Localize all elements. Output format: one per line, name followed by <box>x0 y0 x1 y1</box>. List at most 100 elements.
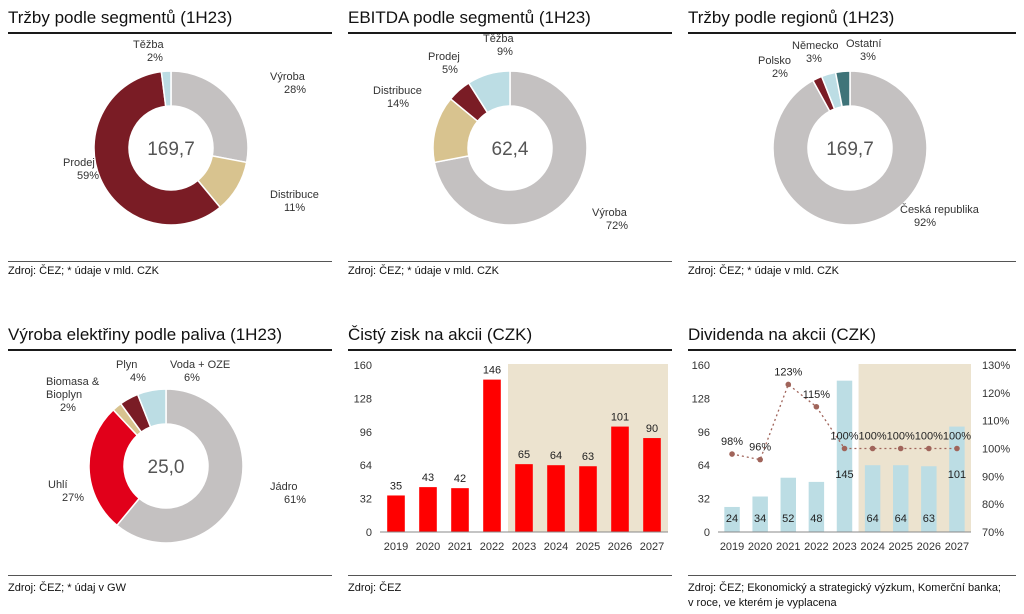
slice-label-ostatni: Ostatní <box>846 38 881 50</box>
bar-value-label-2022: 48 <box>810 513 822 525</box>
bar-2020 <box>752 496 768 532</box>
y-tick-label: 32 <box>698 494 710 506</box>
donut-center-label: 169,7 <box>147 139 195 160</box>
y2-tick-label: 70% <box>982 527 1004 539</box>
chart-title: Dividenda na akcii (CZK) <box>688 325 877 344</box>
payout-point-2025 <box>897 445 904 452</box>
chart-panel-electricity-fuel: Výroba elektřiny podle paliva (1H23) Jád… <box>8 325 332 610</box>
y2-tick-label: 90% <box>982 471 1004 483</box>
chart-title: Čistý zisk na akcii (CZK) <box>348 325 533 344</box>
slice-label-uhli: Uhlí <box>48 479 68 491</box>
x-tick-label-2027: 2027 <box>640 541 664 553</box>
y-tick-label: 160 <box>354 360 372 372</box>
x-tick-label-2025: 2025 <box>576 541 600 553</box>
slice-percent-tezba: 2% <box>147 52 163 64</box>
y2-tick-label: 80% <box>982 499 1004 511</box>
bar-2023 <box>836 380 853 532</box>
y-tick-label: 0 <box>366 527 372 539</box>
chart-title: EBITDA podle segmentů (1H23) <box>348 8 591 27</box>
y-tick-label: 160 <box>692 360 710 372</box>
chart-panel-dividend: Dividenda na akcii (CZK) 0 32 64 96 128 160 24… <box>688 325 1016 614</box>
bar-2026 <box>921 466 937 532</box>
bar-2026 <box>611 426 629 532</box>
payout-point-2024 <box>869 445 876 452</box>
slice-vyroba <box>433 70 588 226</box>
bar-2024 <box>864 465 881 532</box>
slice-prodej <box>93 70 222 226</box>
slice-label-distribuce: Distribuce <box>270 189 319 201</box>
bar-value-label-2024: 64 <box>866 513 878 525</box>
bar-chart: 0 32 64 96 128 160 35 2019 43 2020 42 2021 146 2022 65… <box>354 360 668 553</box>
bar-2020 <box>419 487 437 532</box>
chart-title: Tržby podle regionů (1H23) <box>688 8 895 27</box>
donut-center-label: 25,0 <box>148 457 185 478</box>
x-tick-label-2024: 2024 <box>544 541 568 553</box>
slice-label-tezba: Těžba <box>483 33 514 45</box>
y2-tick-label: 120% <box>982 388 1010 400</box>
y-tick-label: 96 <box>698 427 710 439</box>
slice-ostatni <box>834 70 851 108</box>
slice-label-biomasa-bioplyn: Biomasa & <box>46 376 100 388</box>
bar-value-label-2023: 65 <box>518 449 530 461</box>
title-rule <box>688 32 1016 34</box>
title-rule <box>348 349 672 351</box>
chart-source: Zdroj: ČEZ <box>348 582 402 594</box>
y2-tick-label: 100% <box>982 444 1010 456</box>
chart-panel-eps: Čistý zisk na akcii (CZK) 0 32 64 96 128 160 3… <box>348 325 672 610</box>
x-tick-label-2019: 2019 <box>384 541 408 553</box>
chart-source: Zdroj: ČEZ; * údaje v mld. CZK <box>8 265 159 277</box>
payout-label-2021: 123% <box>774 366 802 378</box>
payout-point-2022 <box>813 403 820 410</box>
slice-label-polsko: Polsko <box>758 55 791 67</box>
x-tick-label-2022: 2022 <box>480 541 504 553</box>
slice-percent-polsko: 2% <box>772 68 788 80</box>
y-tick-label: 0 <box>704 527 710 539</box>
slice-percent-vyroba: 28% <box>284 84 306 96</box>
y-tick-label: 128 <box>354 393 372 405</box>
payout-point-2021 <box>785 381 792 388</box>
y-tick-label: 64 <box>698 460 710 472</box>
payout-label-2026: 100% <box>915 431 943 443</box>
x-tick-label-2023: 2023 <box>832 541 856 553</box>
chart-source: Zdroj: ČEZ; * údaje v mld. CZK <box>348 265 499 277</box>
bar-2022 <box>483 379 501 532</box>
slice-tezba <box>467 70 511 114</box>
bar-value-label-2025: 63 <box>582 451 594 463</box>
x-tick-label-2020: 2020 <box>748 541 772 553</box>
chart-panel-revenue-segments: Tržby podle segmentů (1H23) Výroba 28% Dis… <box>8 8 332 288</box>
bar-2019 <box>387 495 405 532</box>
x-tick-label-2026: 2026 <box>608 541 632 553</box>
bar-value-label-2020: 34 <box>754 513 766 525</box>
payout-point-2027 <box>954 445 960 452</box>
source-rule <box>348 575 672 576</box>
slice-percent-biomasa-bioplyn: 2% <box>60 402 76 414</box>
bar-2019 <box>724 506 740 532</box>
slice-percent-prodej: 59% <box>77 170 99 182</box>
payout-label-2019: 98% <box>721 436 743 448</box>
bar-value-label-2019: 35 <box>390 480 402 492</box>
bar-value-label-2020: 43 <box>422 472 434 484</box>
x-tick-label-2025: 2025 <box>888 541 912 553</box>
bar-2025 <box>579 466 597 532</box>
bar-2027 <box>643 438 661 532</box>
slice-percent-uhli: 27% <box>62 492 84 504</box>
payout-label-2024: 100% <box>859 431 887 443</box>
bar-value-label-2026: 63 <box>923 513 935 525</box>
x-tick-label-2024: 2024 <box>860 541 884 553</box>
source-rule <box>688 575 1016 576</box>
x-tick-label-2022: 2022 <box>804 541 828 553</box>
chart-source-note: v roce, ve kterém je vyplacena <box>688 597 837 609</box>
slice-vyroba <box>170 70 249 164</box>
slice-jadro <box>115 388 244 544</box>
bar-2024 <box>547 465 565 532</box>
slice-percent-distribuce: 14% <box>387 98 409 110</box>
y2-tick-label: 130% <box>982 360 1010 372</box>
chart-panel-revenue-regions: Tržby podle regionů (1H23) Česká republi… <box>688 8 1016 288</box>
source-rule <box>8 575 332 576</box>
chart-source: Zdroj: ČEZ; Ekonomický a strategický výz… <box>688 582 1001 594</box>
slice-percent-plyn: 4% <box>130 372 146 384</box>
x-tick-label-2021: 2021 <box>448 541 472 553</box>
x-tick-label-2019: 2019 <box>720 541 744 553</box>
